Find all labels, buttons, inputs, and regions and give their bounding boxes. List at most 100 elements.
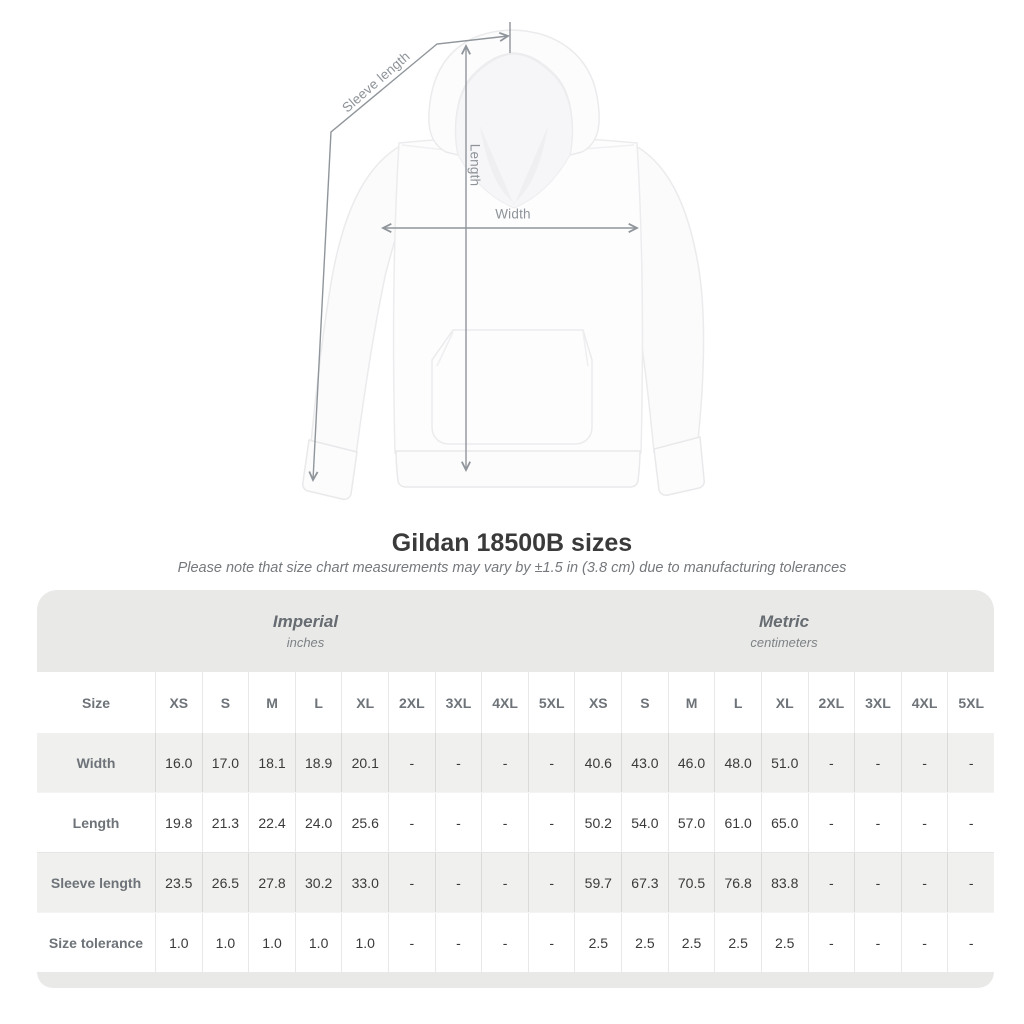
cell-value: - [947,913,994,972]
hoodie-diagram: Sleeve length Length Width [302,22,705,500]
cell-value: - [388,853,435,912]
cell-value: 17.0 [201,733,249,792]
cell-value: 23.5 [155,853,202,912]
metric-group-header: Metric centimeters [574,590,994,672]
row-label: Width [76,754,116,771]
table-row: Sleeve length 23.5 26.5 27.8 30.2 33.0- - - -59.… [37,852,994,912]
cell-value: 2.5 [621,913,668,972]
cell-value: 76.8 [714,853,761,912]
cell-value: - [434,853,482,912]
cell-value: 1.0 [201,913,249,972]
cell-value: 67.3 [621,853,668,912]
cell-value: - [807,793,855,852]
cell-value: 27.8 [248,853,295,912]
width-label: Width [495,206,531,222]
cell-value: - [527,733,575,792]
cell-value: 2.5 [714,913,761,972]
size-header-cell: 2XL [388,672,435,733]
size-header-cell: L [294,672,342,733]
imperial-group-header: Imperial inches [37,590,574,672]
size-header-cell: XL [341,672,388,733]
size-header-row: Size XS S M L XL 2XL 3XL 4XL 5XL XS S M L XL 2XL 3XL 4XL 5… [37,672,994,733]
cell-value: 26.5 [201,853,249,912]
cell-value: 1.0 [155,913,202,972]
tolerance-note: Please note that size chart measurements… [177,560,847,576]
size-header-cell: M [248,672,295,733]
cell-value: - [481,913,528,972]
cell-value: 59.7 [574,853,621,912]
size-header-cell: M [667,672,715,733]
table-row: Length 19.8 21.3 22.4 24.0 25.6- - - -50.2 54.0 57… [37,792,994,852]
cell-value: 1.0 [341,913,388,972]
cell-value: 2.5 [760,913,808,972]
size-header-cell: S [621,672,668,733]
cell-value: - [947,853,994,912]
metric-label: Metric [758,612,810,631]
cell-value: 2.5 [667,913,715,972]
cell-value: - [947,733,994,792]
cell-value: - [900,733,948,792]
size-header-cell: 2XL [807,672,855,733]
metric-unit-label: centimeters [750,635,818,650]
size-header-cell: XS [155,672,202,733]
cell-value: - [527,853,575,912]
cell-value: 48.0 [714,733,761,792]
imperial-unit-label: inches [286,635,325,650]
unit-group-header: Imperial inches Metric centimeters [37,590,994,672]
cell-value: - [434,733,482,792]
table-row: Size tolerance 1.0 1.0 1.0 1.0 1.0- - - -2.5 2.5 2… [37,912,994,972]
size-header-cell: 5XL [947,672,994,733]
cell-value: - [854,913,901,972]
row-label: Sleeve length [50,874,142,891]
imperial-label: Imperial [272,612,339,631]
cell-value: 18.1 [248,733,295,792]
cell-value: 51.0 [760,733,808,792]
row-label: Size tolerance [48,934,144,951]
size-header-cell: 3XL [854,672,901,733]
cell-value: 40.6 [574,733,621,792]
cell-value: - [854,853,901,912]
size-header-cell: XL [760,672,808,733]
cell-value: 1.0 [294,913,342,972]
cell-value: - [854,733,901,792]
cell-value: - [388,913,435,972]
cell-value: 19.8 [155,793,202,852]
size-header-cell: 3XL [434,672,482,733]
cell-value: 43.0 [621,733,668,792]
page-title: Gildan 18500B sizes [391,529,633,557]
size-header-cell: 4XL [481,672,528,733]
cell-value: - [388,733,435,792]
size-header-cell: 5XL [527,672,575,733]
cell-value: - [527,793,575,852]
cell-value: - [900,793,948,852]
cell-value: - [807,913,855,972]
cell-value: 50.2 [574,793,621,852]
size-header-cell: 4XL [900,672,948,733]
cell-value: 46.0 [667,733,715,792]
cell-value: - [900,913,948,972]
cell-value: 22.4 [248,793,295,852]
cell-value: 2.5 [574,913,621,972]
cell-value: 33.0 [341,853,388,912]
cell-value: 18.9 [294,733,342,792]
cell-value: 1.0 [248,913,295,972]
size-header-cell: XS [574,672,621,733]
hoodie-illustration [302,22,705,500]
cell-value: - [807,853,855,912]
cell-value: 61.0 [714,793,761,852]
cell-value: 57.0 [667,793,715,852]
table-body: Width 16.0 17.0 18.1 18.9 20.1- - - -40.6 43.0 46.… [37,733,994,972]
cell-value: 30.2 [294,853,342,912]
cell-value: 25.6 [341,793,388,852]
size-chart-table: Imperial inches Metric centimeters Size X… [37,590,994,988]
cell-value: 54.0 [621,793,668,852]
cell-value: 24.0 [294,793,342,852]
size-header-cell: S [201,672,249,733]
cell-value: - [434,793,482,852]
cell-value: 83.8 [760,853,808,912]
cell-value: 70.5 [667,853,715,912]
size-column-header: Size [81,694,110,711]
cell-value: - [854,793,901,852]
cell-value: - [947,793,994,852]
